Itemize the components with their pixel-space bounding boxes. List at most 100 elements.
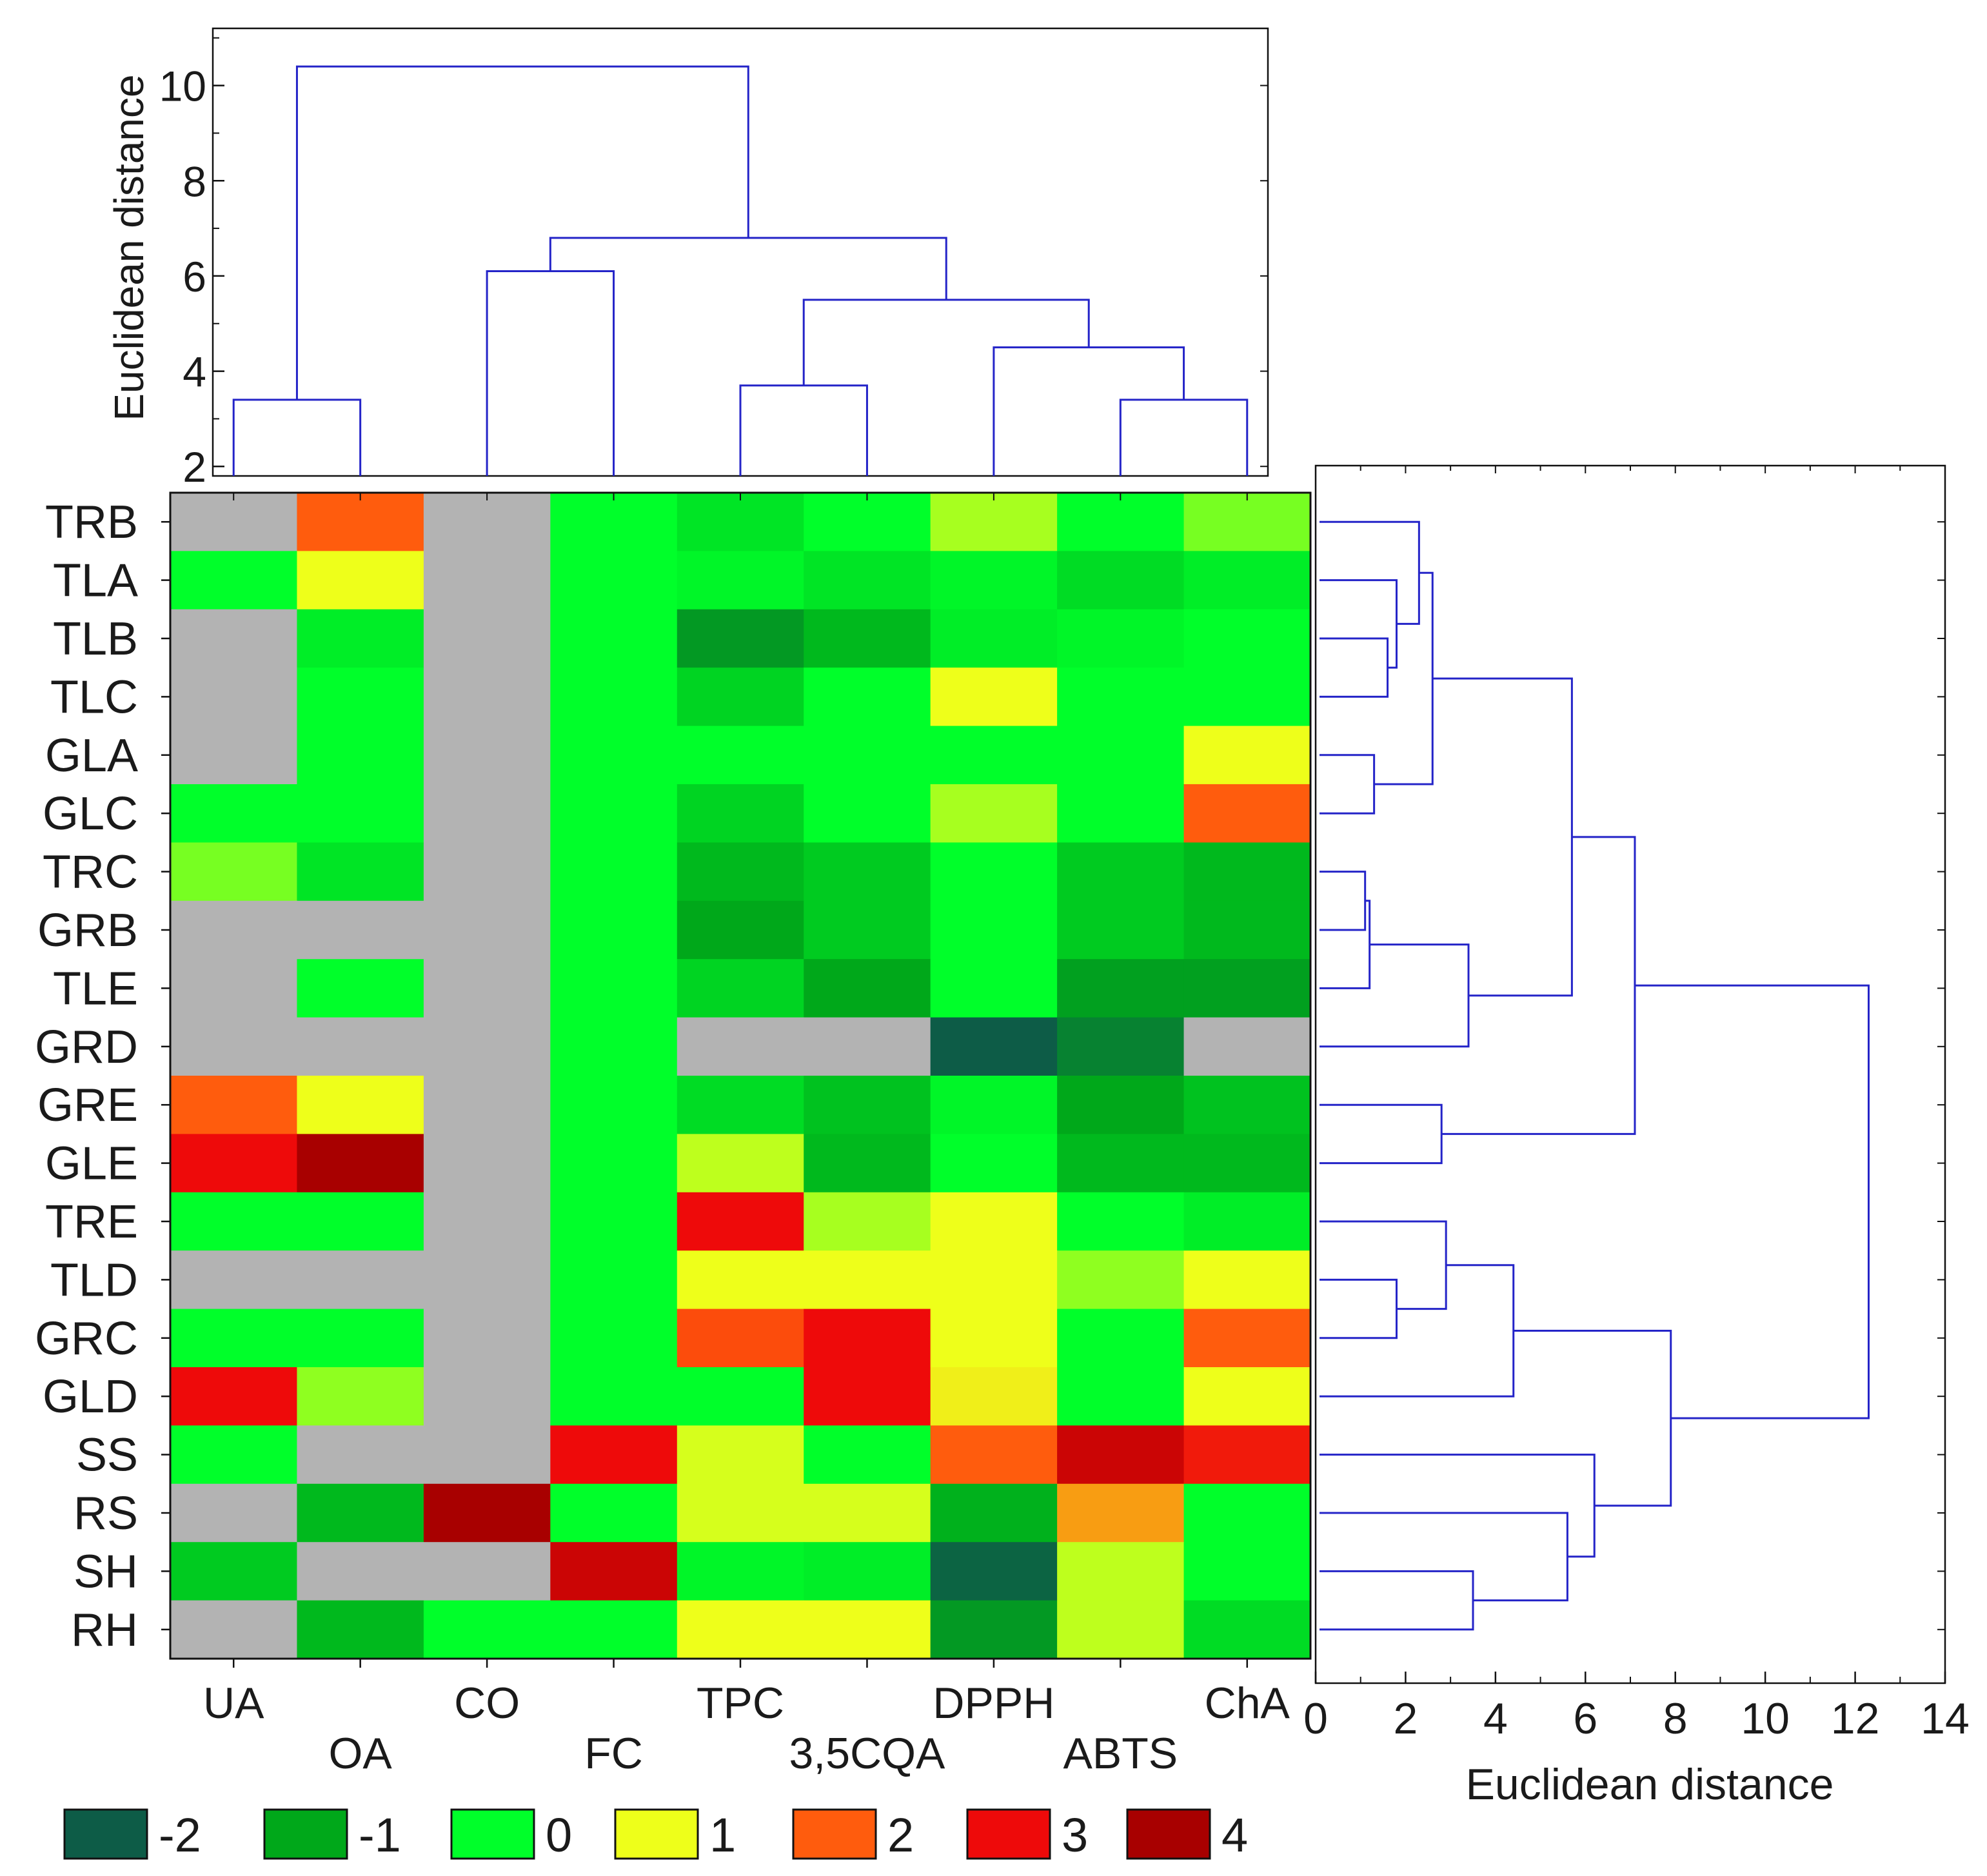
legend-swatch-3 [614, 1808, 699, 1860]
heatmap-cell-tlc-oa [297, 667, 424, 727]
heatmap-cell-grb-fc [550, 900, 678, 960]
heatmap-cell-sh-35cqa [804, 1542, 931, 1601]
legend-label-1: -1 [359, 1808, 401, 1862]
heatmap-cell-sh-cha [1183, 1542, 1311, 1601]
heatmap-cell-grd-oa [297, 1017, 424, 1076]
heatmap-cell-rs-fc [550, 1483, 678, 1543]
heatmap-cell-grb-co [423, 900, 551, 960]
row-label-tld: TLD [50, 1254, 138, 1306]
heatmap-cell-rs-co [423, 1483, 551, 1543]
legend-swatch-4 [792, 1808, 877, 1860]
right-dendrogram-link-5 [1320, 871, 1367, 931]
top-dendrogram-ytick-label: 6 [183, 253, 206, 301]
heatmap-cell-grc-ua [170, 1308, 298, 1368]
heatmap-cell-gle-35cqa [804, 1134, 931, 1193]
legend-label-6: 4 [1221, 1808, 1248, 1862]
heatmap-cell-rs-oa [297, 1483, 424, 1543]
heatmap-cell-gla-oa [297, 726, 424, 785]
heatmap-cell-tla-35cqa [804, 551, 931, 610]
heatmap-cell-trb-oa [297, 493, 424, 551]
heatmap-cell-tlc-co [423, 667, 551, 727]
heatmap-cell-sh-fc [550, 1542, 678, 1601]
heatmap-cell-trb-35cqa [804, 493, 931, 551]
heatmap-cell-grc-co [423, 1308, 551, 1368]
heatmap-cell-tlc-tpc [677, 667, 804, 727]
heatmap-cell-tre-oa [297, 1192, 424, 1251]
heatmap-cell-trc-dpph [930, 842, 1058, 902]
heatmap-cell-grd-co [423, 1017, 551, 1076]
heatmap-cell-trc-35cqa [804, 842, 931, 902]
heatmap-cell-trc-ua [170, 842, 298, 902]
heatmap-cell-glc-oa [297, 784, 424, 843]
heatmap-cell-trc-cha [1183, 842, 1311, 902]
top-dendrogram-link-3 [1119, 399, 1249, 476]
heatmap-cell-ss-dpph [930, 1425, 1058, 1485]
legend-swatch-0 [63, 1808, 148, 1860]
heatmap-cell-gre-fc [550, 1076, 678, 1134]
row-label-tla: TLA [53, 555, 138, 607]
heatmap-cell-gld-tpc [677, 1367, 804, 1426]
top-dendrogram-ytick-label: 2 [183, 443, 206, 491]
right-dendrogram-link-4 [1374, 571, 1434, 785]
heatmap-cell-gle-co [423, 1134, 551, 1193]
heatmap-cell-tla-tpc [677, 551, 804, 610]
heatmap-cell-tre-fc [550, 1192, 678, 1251]
right-dendrogram-xtick-label: 14 [1921, 1694, 1970, 1743]
heatmap-cell-gla-co [423, 726, 551, 785]
heatmap-cell-rs-abts [1057, 1483, 1185, 1543]
legend-label-5: 3 [1062, 1808, 1088, 1862]
row-label-gla: GLA [45, 730, 138, 782]
heatmap-cell-gld-ua [170, 1367, 298, 1426]
heatmap-cell-grd-fc [550, 1017, 678, 1076]
column-label-tpc: TPC [697, 1679, 784, 1728]
heatmap-cell-tlc-abts [1057, 667, 1185, 727]
heatmap-cell-tre-ua [170, 1192, 298, 1251]
heatmap-cell-trc-tpc [677, 842, 804, 902]
heatmap-cell-gle-ua [170, 1134, 298, 1193]
column-label-abts: ABTS [1063, 1729, 1178, 1778]
heatmap-cell-grd-cha [1183, 1017, 1311, 1076]
heatmap-cell-gle-oa [297, 1134, 424, 1193]
heatmap-cell-grc-fc [550, 1308, 678, 1368]
right-dendrogram-xtick-label: 6 [1573, 1694, 1597, 1743]
heatmap-cell-trc-abts [1057, 842, 1185, 902]
heatmap-cell-tlb-co [423, 609, 551, 668]
heatmap-cell-gla-ua [170, 726, 298, 785]
heatmap-cell-ss-cha [1183, 1425, 1311, 1485]
heatmap-cell-tla-abts [1057, 551, 1185, 610]
top-dendrogram-link-4 [993, 346, 1185, 476]
heatmap-cell-gle-fc [550, 1134, 678, 1193]
heatmap-cell-rh-ua [170, 1600, 298, 1659]
heatmap-cell-tld-dpph [930, 1250, 1058, 1310]
column-label-co: CO [454, 1679, 520, 1728]
heatmap-cell-tlb-cha [1183, 609, 1311, 668]
heatmap-cell-grc-35cqa [804, 1308, 931, 1368]
heatmap-cell-trb-dpph [930, 493, 1058, 551]
heatmap-cell-grc-oa [297, 1308, 424, 1368]
right-dendrogram-link-1 [1320, 579, 1398, 669]
row-label-grc: GRC [35, 1313, 138, 1365]
column-label-ua: UA [203, 1679, 264, 1728]
row-label-tlc: TLC [50, 671, 138, 723]
heatmap-cell-gld-fc [550, 1367, 678, 1426]
row-label-tre: TRE [45, 1196, 138, 1248]
row-label-trc: TRC [43, 847, 138, 898]
heatmap-cell-gla-cha [1183, 726, 1311, 785]
heatmap-cell-rh-fc [550, 1600, 678, 1659]
heatmap-cell-trb-tpc [677, 493, 804, 551]
right-dendrogram-link-8 [1432, 677, 1573, 997]
heatmap-cell-glc-ua [170, 784, 298, 843]
right-dendrogram-link-2 [1320, 520, 1420, 625]
heatmap-cell-tle-ua [170, 959, 298, 1018]
heatmap-cell-grb-35cqa [804, 900, 931, 960]
heatmap-cell-gla-35cqa [804, 726, 931, 785]
row-label-rh: RH [71, 1604, 138, 1656]
legend-swatch-6 [1126, 1808, 1211, 1860]
heatmap-cell-gld-35cqa [804, 1367, 931, 1426]
heatmap-cell-rh-co [423, 1600, 551, 1659]
heatmap-cell-tla-fc [550, 551, 678, 610]
heatmap-cell-gla-tpc [677, 726, 804, 785]
row-label-sh: SH [74, 1546, 138, 1597]
heatmap-cell-tlb-35cqa [804, 609, 931, 668]
